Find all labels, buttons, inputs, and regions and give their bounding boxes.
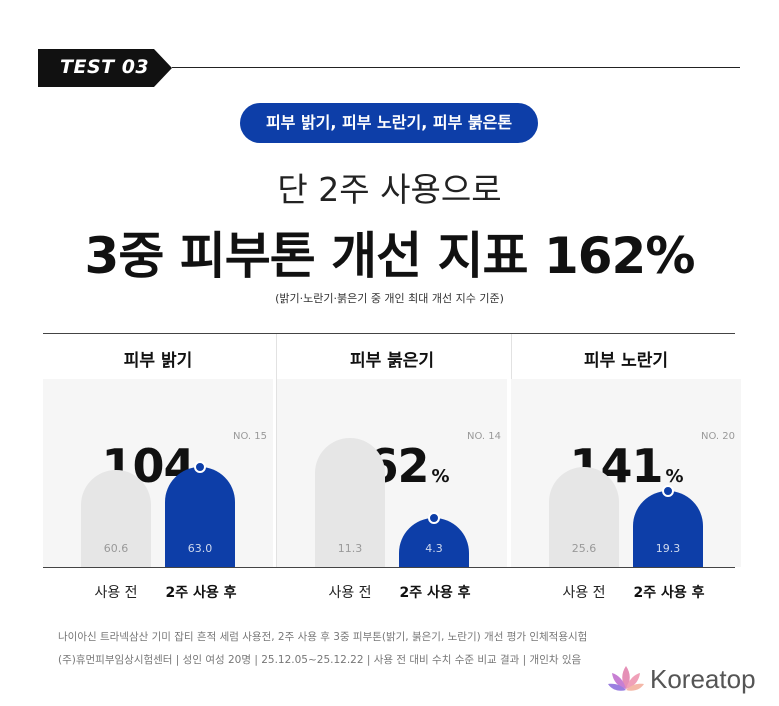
category-label-after: 2주 사용 후 — [165, 585, 237, 601]
panel-background: NO. 15 104% 60.6 63.0 — [43, 379, 273, 567]
improvement-percent: 162% — [277, 439, 507, 493]
bar-before-value: 11.3 — [337, 542, 363, 555]
bar-before — [81, 470, 151, 567]
headline-title: 3중 피부톤 개선 지표 162% — [84, 227, 696, 285]
bar-before — [315, 438, 385, 567]
category-label-after: 2주 사용 후 — [633, 585, 705, 601]
category-label-after: 2주 사용 후 — [399, 585, 471, 601]
panel-redness: 피부 붉은기 NO. 14 162% 11.3 4.3 — [277, 334, 507, 567]
category-label-before: 사용 전 — [562, 585, 606, 601]
headline-subtitle: 단 2주 사용으로 — [277, 170, 502, 209]
percent-unit: % — [431, 466, 449, 487]
bar-before-value: 60.6 — [103, 542, 129, 555]
footer-study-description: 나이아신 트라넥삼산 기미 잡티 흔적 세럼 사용전, 2주 사용 후 3중 피… — [58, 631, 588, 643]
bar-after — [633, 491, 703, 567]
bar-after-dot — [428, 512, 440, 525]
panel-number: NO. 20 — [700, 431, 735, 442]
bar-after-dot — [662, 485, 674, 498]
panel-title: 피부 밝기 — [123, 351, 193, 371]
test-tag-label: TEST 03 — [60, 56, 150, 78]
test-tag: TEST 03 — [38, 49, 172, 87]
chart-top-rule — [43, 333, 735, 334]
tag-shape — [38, 49, 172, 87]
panel-title: 피부 붉은기 — [349, 351, 435, 371]
bar-before — [549, 466, 619, 567]
chart-bottom-rule — [43, 567, 735, 568]
brand-name: Koreatop — [650, 664, 756, 694]
category-label-before: 사용 전 — [328, 585, 372, 601]
percent-unit: % — [665, 466, 683, 487]
bar-after — [165, 466, 235, 567]
panel-number: NO. 14 — [466, 431, 501, 442]
bar-after-value: 4.3 — [425, 542, 443, 555]
panel-yellowness: 피부 노란기 NO. 20 141% 25.6 19.3 — [511, 334, 741, 567]
category-label-before: 사용 전 — [94, 585, 138, 601]
bar-after-dot — [194, 460, 206, 473]
category-pill: 피부 밝기, 피부 노란기, 피부 붉은톤 — [240, 103, 538, 143]
header-rule — [172, 67, 740, 68]
panel-background: NO. 20 141% 25.6 19.3 — [511, 379, 741, 567]
improvement-percent: 141% — [511, 439, 741, 493]
bar-before-value: 25.6 — [571, 542, 597, 555]
panel-brightness: 피부 밝기 NO. 15 104% 60.6 63.0 — [43, 334, 273, 567]
footer-study-details: (주)휴먼피부임상시험센터 | 성인 여성 20명 | 25.12.05~25.… — [58, 654, 582, 666]
panel-background: NO. 14 162% 11.3 4.3 — [277, 379, 507, 567]
panel-title: 피부 노란기 — [583, 351, 669, 371]
bar-after-value: 63.0 — [187, 542, 213, 555]
brand-logo: Koreatop — [606, 662, 776, 698]
bar-after-value: 19.3 — [655, 542, 681, 555]
bar-after — [399, 518, 469, 567]
lotus-icon — [608, 666, 644, 691]
panel-divider — [276, 334, 277, 567]
headline-note: (밝기·노란기·붉은기 중 개인 최대 개선 지수 기준) — [275, 292, 504, 305]
panel-number: NO. 15 — [232, 431, 267, 442]
improvement-percent: 104% — [43, 439, 273, 493]
